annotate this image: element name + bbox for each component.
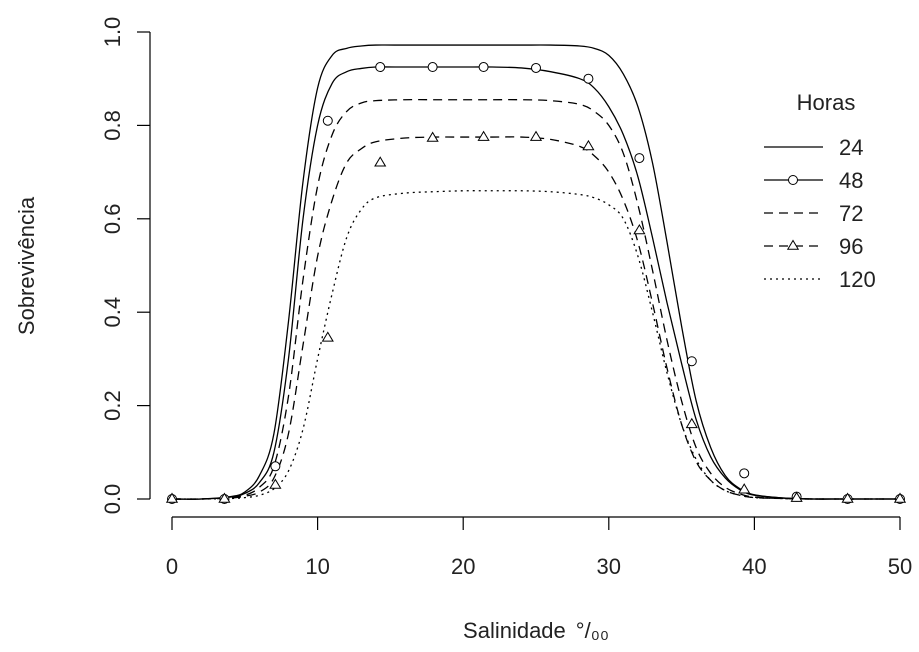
x-axis-title: Salinidade °/₀₀: [463, 618, 609, 643]
y-tick-label: 0.8: [100, 110, 125, 141]
legend-title: Horas: [797, 90, 856, 115]
series-96-point: [841, 492, 854, 503]
x-tick-label: 50: [888, 554, 912, 579]
y-tick-label: 0.4: [100, 297, 125, 328]
x-tick-label: 10: [305, 554, 329, 579]
series-48-point: [583, 73, 594, 84]
series-96-point: [426, 131, 439, 142]
series-96-point: [218, 492, 231, 503]
series-layer: [171, 44, 900, 500]
x-tick-label: 30: [597, 554, 621, 579]
series-48-point: [322, 115, 333, 126]
legend-marker-96: [786, 239, 800, 250]
series-96-point: [165, 492, 179, 503]
series-48-point: [531, 62, 541, 73]
x-tick-label: 40: [742, 554, 766, 579]
series-48-point: [270, 461, 281, 472]
series-48-point: [478, 62, 489, 73]
legend: Horas 24 48 72 96 120: [764, 90, 876, 292]
series-96-point: [633, 223, 646, 235]
y-tick-label: 0.6: [100, 204, 125, 235]
series-line-24: [171, 44, 900, 500]
x-axis-title-unit: °/₀₀: [576, 618, 609, 643]
series-96-point: [738, 483, 751, 494]
legend-label-96: 96: [839, 234, 863, 259]
legend-label-72: 72: [839, 201, 863, 226]
legend-label-24: 24: [839, 135, 863, 160]
series-48-point: [634, 153, 645, 164]
legend-marker-48: [788, 175, 798, 185]
x-tick-label: 0: [166, 554, 178, 579]
series-96-point: [582, 139, 595, 151]
x-tick-label: 20: [451, 554, 475, 579]
series-96-point: [685, 417, 698, 429]
markers-layer: [165, 62, 907, 504]
series-48-point: [375, 62, 386, 73]
y-tick-label: 0.0: [100, 484, 125, 515]
legend-label-120: 120: [839, 267, 876, 292]
y-tick-label: 0.2: [100, 390, 125, 421]
series-96-point: [269, 478, 282, 489]
series-96-point: [529, 130, 543, 141]
series-48-point: [686, 356, 697, 367]
series-48-point: [739, 468, 750, 479]
y-axis-title: Sobrevivência: [14, 196, 39, 335]
series-48-point: [427, 62, 438, 73]
series-line-96: [171, 136, 900, 500]
series-96-point: [790, 491, 803, 502]
y-tick-label: 1.0: [100, 17, 125, 48]
x-axis-title-text: Salinidade: [463, 618, 566, 643]
series-96-point: [893, 492, 907, 503]
series-96-point: [374, 156, 387, 167]
series-line-120: [171, 190, 900, 500]
series-96-point: [321, 331, 334, 342]
series-line-48: [171, 66, 900, 500]
legend-label-48: 48: [839, 168, 863, 193]
series-line-72: [171, 98, 900, 500]
axes: 0 10 20 30 40 50 0.0 0.2 0.4 0.6 0.8 1.0: [100, 17, 912, 579]
series-96-point: [477, 130, 490, 141]
